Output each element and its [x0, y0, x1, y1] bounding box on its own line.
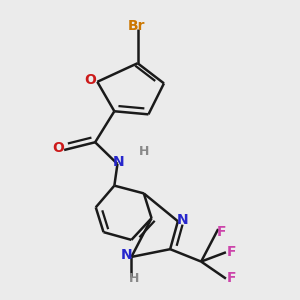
Text: H: H — [139, 145, 149, 158]
Text: Br: Br — [127, 19, 145, 33]
Text: N: N — [121, 248, 133, 262]
Text: F: F — [227, 245, 236, 259]
Text: F: F — [227, 271, 236, 285]
Text: N: N — [177, 213, 188, 227]
Text: H: H — [129, 272, 140, 285]
Text: O: O — [52, 142, 64, 155]
Text: O: O — [85, 73, 96, 87]
Text: F: F — [217, 224, 226, 239]
Text: N: N — [112, 155, 124, 170]
